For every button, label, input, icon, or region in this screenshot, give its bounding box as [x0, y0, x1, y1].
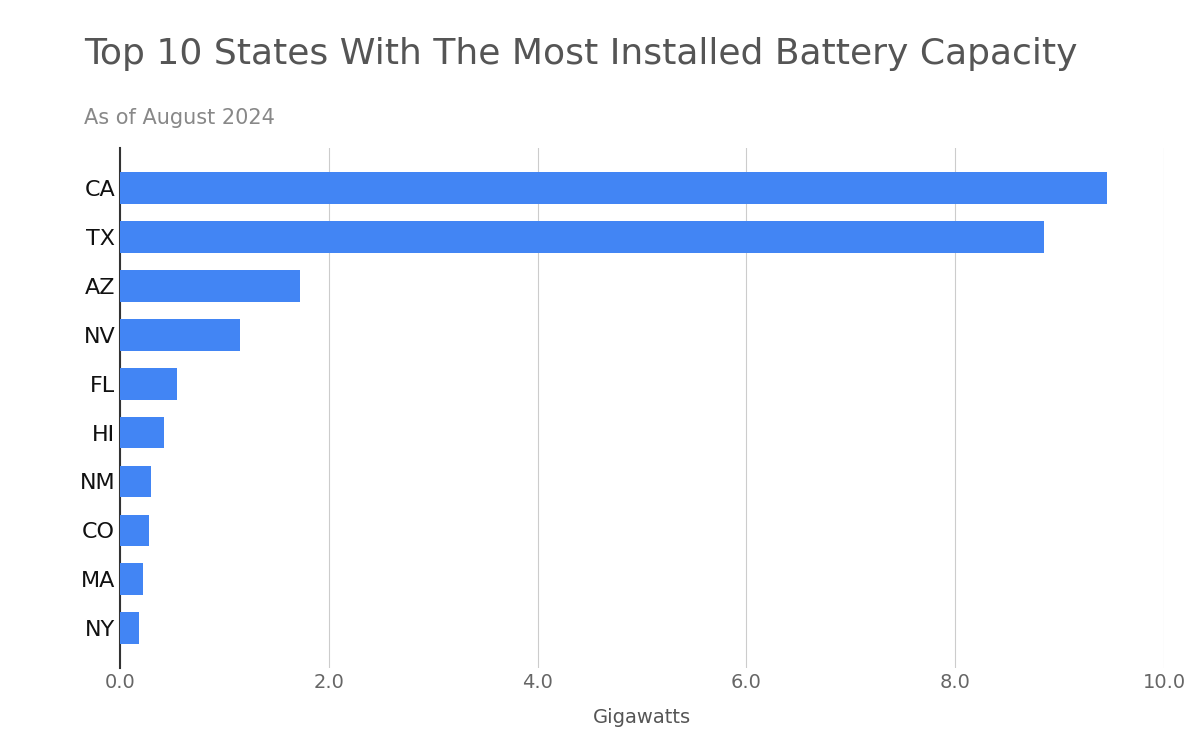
Bar	[120, 319, 240, 351]
Text: As of August 2024: As of August 2024	[84, 108, 275, 128]
Bar	[120, 465, 151, 497]
Bar	[120, 172, 1106, 204]
Bar	[120, 563, 143, 595]
Text: Top 10 States With The Most Installed Battery Capacity: Top 10 States With The Most Installed Ba…	[84, 37, 1078, 71]
Bar	[120, 514, 149, 546]
X-axis label: Gigawatts: Gigawatts	[593, 709, 691, 727]
Bar	[120, 612, 139, 644]
Bar	[120, 221, 1044, 253]
Bar	[120, 368, 178, 399]
Bar	[120, 417, 164, 448]
Bar	[120, 270, 300, 302]
